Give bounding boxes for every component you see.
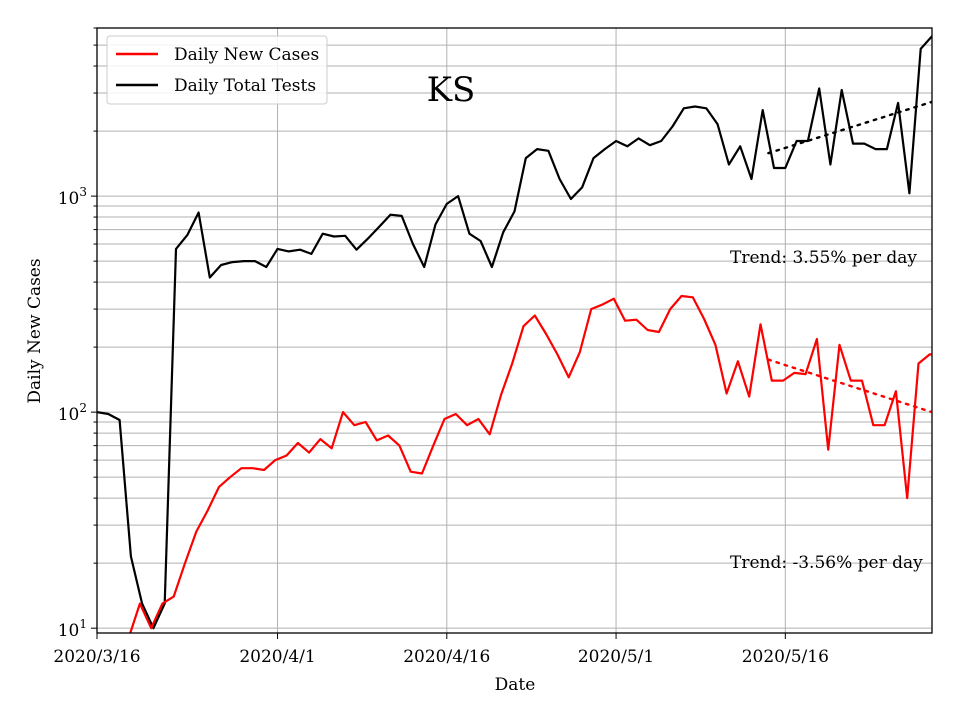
x-tick-label: 2020/4/1: [239, 647, 315, 667]
legend-label-new-cases: Daily New Cases: [174, 45, 319, 65]
x-axis-label: Date: [495, 675, 536, 695]
x-tick-label: 2020/5/16: [742, 647, 829, 667]
trend-line-total-tests: [767, 100, 932, 155]
legend-label-total-tests: Daily Total Tests: [174, 76, 316, 96]
trend-label-total-tests: Trend: 3.55% per day: [730, 248, 917, 268]
trend-label-new-cases: Trend: -3.56% per day: [730, 553, 923, 573]
series-line-new-cases: [129, 294, 932, 633]
series-line-total-tests: [97, 35, 932, 630]
grid: [96, 27, 932, 633]
y-axis-label: Daily New Cases: [25, 258, 45, 403]
ticks: 2020/3/16 2020/4/1 2020/4/16 2020/5/1 2020/5…: [53, 27, 829, 667]
y-tick-label: 101: [58, 617, 87, 641]
trend-line-new-cases: [767, 358, 932, 414]
series-layer: [97, 35, 932, 633]
x-tick-label: 2020/5/1: [578, 647, 654, 667]
x-tick-label: 2020/3/16: [53, 647, 140, 667]
plot-frame: [96, 27, 933, 634]
x-tick-label: 2020/4/16: [403, 647, 490, 667]
chart-title: KS: [427, 70, 476, 110]
y-tick-label: 102: [58, 401, 87, 425]
legend: Daily New Cases Daily Total Tests: [106, 35, 328, 105]
legend-box: [106, 35, 328, 105]
y-tick-label: 103: [58, 185, 87, 209]
